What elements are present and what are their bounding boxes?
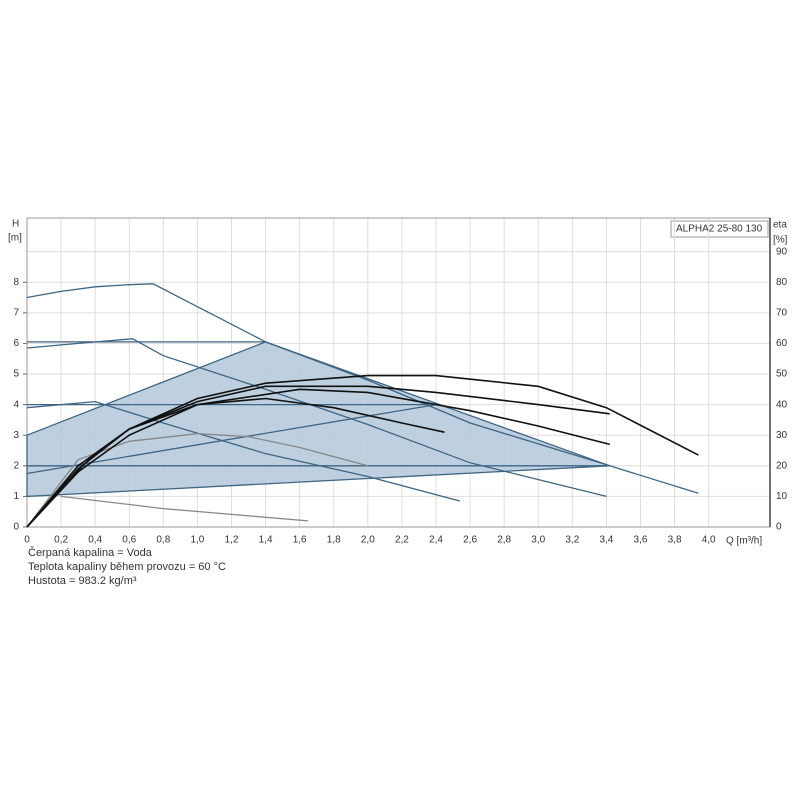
- x-tick-label: 1,4: [259, 535, 273, 546]
- x-tick-label: 2,4: [429, 535, 443, 546]
- y-tick-label: 8: [13, 277, 19, 288]
- efficiency-curve: [26, 385, 610, 528]
- y2-tick-label: 0: [776, 522, 782, 533]
- legend-title: ALPHA2 25-80 130: [676, 224, 763, 235]
- y2-unit: [%]: [773, 235, 788, 246]
- y-unit: [m]: [8, 233, 22, 244]
- x-tick-label: 3,6: [634, 535, 648, 546]
- pump-curve: [61, 495, 309, 522]
- y2-tick-label: 10: [776, 491, 788, 502]
- x-label: Q [m³/h]: [726, 536, 762, 547]
- x-tick-label: 0,8: [156, 535, 170, 546]
- y2-tick-label: 60: [776, 338, 788, 349]
- y2-tick-label: 70: [776, 307, 788, 318]
- x-tick-label: 1,6: [293, 535, 307, 546]
- shaded-region: [26, 341, 611, 498]
- note: Teplota kapaliny během provozu = 60 °C: [28, 561, 226, 573]
- y2-tick-label: 20: [776, 460, 788, 471]
- x-tick-label: 0,6: [122, 535, 136, 546]
- y2-tick-label: 80: [776, 277, 788, 288]
- x-tick-label: 2,8: [497, 535, 511, 546]
- efficiency-curve: [26, 397, 445, 528]
- x-tick-label: 2,0: [361, 535, 375, 546]
- y-tick-label: 1: [13, 491, 19, 502]
- legend-box: [670, 220, 769, 238]
- x-tick-label: 3,4: [599, 535, 613, 546]
- x-tick-label: 0: [24, 535, 30, 546]
- x-tick-label: 3,8: [668, 535, 682, 546]
- note: Čerpaná kapalina = Voda: [28, 546, 153, 559]
- x-tick-label: 4,0: [702, 535, 716, 546]
- y2-tick-label: 50: [776, 369, 788, 380]
- y-tick-label: 5: [13, 369, 19, 380]
- y-tick-label: 0: [13, 522, 19, 533]
- efficiency-curve: [26, 388, 610, 528]
- y2-label: eta: [773, 220, 787, 231]
- y-tick-label: 3: [13, 430, 19, 441]
- x-tick-label: 3,0: [531, 535, 545, 546]
- y-tick-label: 4: [13, 399, 19, 410]
- y2-tick-label: 90: [776, 246, 788, 257]
- pump-curve: [26, 400, 460, 502]
- x-tick-label: 2,2: [395, 535, 409, 546]
- y-tick-label: 6: [13, 338, 19, 349]
- y2-tick-label: 30: [776, 430, 788, 441]
- note: Hustota = 983.2 kg/m³: [28, 575, 137, 587]
- pump-curve: [26, 338, 607, 498]
- y2-tick-label: 40: [776, 399, 788, 410]
- x-tick-label: 0,4: [88, 535, 102, 546]
- x-tick-label: 1,8: [327, 535, 341, 546]
- y-tick-label: 7: [13, 307, 19, 318]
- x-tick-label: 0,2: [54, 535, 68, 546]
- x-tick-label: 1,0: [190, 535, 204, 546]
- y-tick-label: 2: [13, 460, 19, 471]
- y-label: H: [12, 219, 19, 230]
- x-tick-label: 3,2: [565, 535, 579, 546]
- pump-curve: [26, 283, 699, 494]
- x-tick-label: 1,2: [225, 535, 239, 546]
- x-tick-label: 2,6: [463, 535, 477, 546]
- pump-curve: [26, 433, 368, 528]
